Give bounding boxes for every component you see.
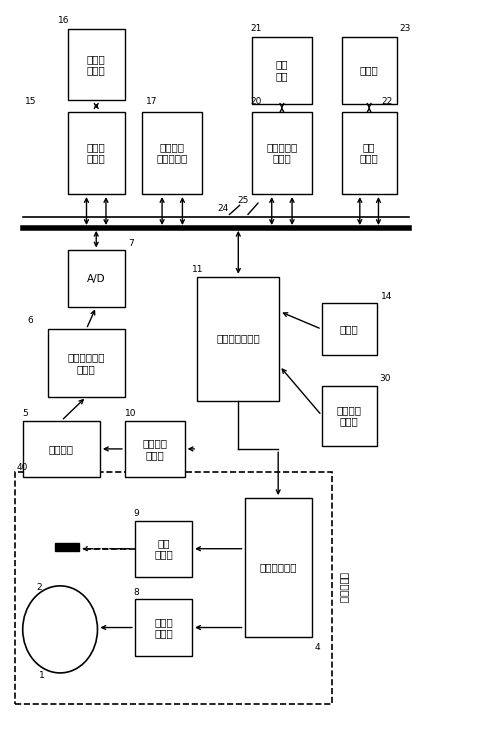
Text: 操作部: 操作部 [340,324,358,334]
Text: 20: 20 [250,98,262,107]
Text: 25: 25 [237,197,248,206]
Text: 15: 15 [25,98,37,107]
Bar [135,521,192,577]
Text: 記録
媒体: 記録 媒体 [276,60,288,81]
Text: 11: 11 [192,265,204,274]
Text: 23: 23 [399,23,410,33]
Text: 8: 8 [134,588,139,597]
Text: メイン
メモリ: メイン メモリ [87,54,106,76]
Bar [342,112,397,194]
Text: アナログ信号
処理部: アナログ信号 処理部 [68,352,105,373]
Text: 5: 5 [23,409,28,418]
Text: レンズ装置: レンズ装置 [339,572,349,604]
Bar [125,421,184,477]
Text: ジャイロ
センサ: ジャイロ センサ [337,404,362,426]
Bar [68,29,125,101]
Bar [322,386,376,445]
Text: メモリ
制御部: メモリ 制御部 [87,142,106,163]
Ellipse shape [23,586,97,673]
Text: システム制御部: システム制御部 [216,333,260,343]
Text: 24: 24 [217,204,228,213]
Bar [15,472,332,705]
Text: 7: 7 [129,239,134,248]
Bar [252,112,312,194]
Bar [197,277,279,401]
Text: 22: 22 [382,98,393,107]
Text: 4: 4 [314,643,320,652]
Bar [244,498,312,637]
Text: 16: 16 [57,17,69,25]
Bar [55,543,79,550]
Text: 1: 1 [39,671,45,680]
Text: 9: 9 [134,510,139,519]
Bar [252,36,312,104]
Text: 21: 21 [250,23,262,33]
Bar [135,600,192,655]
Text: 17: 17 [146,98,158,107]
Text: 外部メモリ
制御部: 外部メモリ 制御部 [266,142,297,163]
Text: 30: 30 [379,374,391,383]
Text: 撮像素子: 撮像素子 [49,444,74,454]
Text: レンズ制御部: レンズ制御部 [260,562,297,572]
Text: 表示部: 表示部 [360,65,379,76]
Text: 絞り
駆動部: 絞り 駆動部 [154,538,173,559]
Bar [23,421,100,477]
Bar [68,250,125,307]
Text: デジタル
信号処理部: デジタル 信号処理部 [157,142,188,163]
Bar [142,112,202,194]
Text: 14: 14 [381,292,392,301]
Text: 表示
制御部: 表示 制御部 [360,142,379,163]
Text: 10: 10 [125,409,137,418]
Bar [48,329,125,397]
Text: 40: 40 [17,463,28,472]
Bar [322,303,376,355]
Text: レンズ
駆動部: レンズ 駆動部 [154,617,173,638]
Text: A/D: A/D [87,274,105,284]
Bar [342,36,397,104]
Bar [68,112,125,194]
Text: 6: 6 [28,317,33,326]
Text: 2: 2 [37,583,42,592]
Text: 撮像素子
駆動部: 撮像素子 駆動部 [142,438,167,460]
